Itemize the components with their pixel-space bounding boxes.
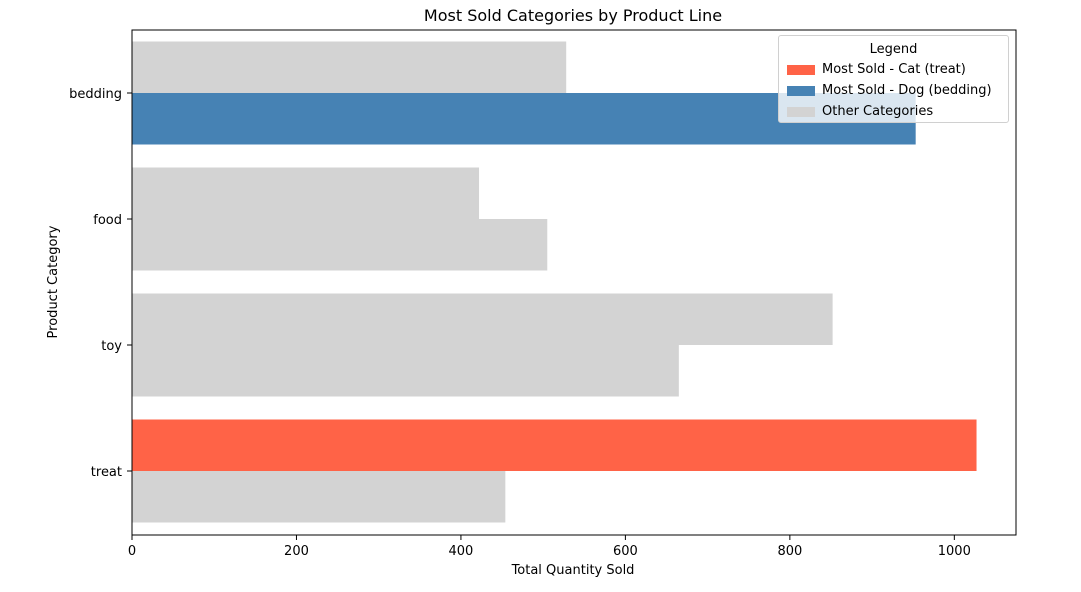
legend-label-dog: Most Sold - Dog (bedding): [822, 83, 992, 98]
bars-group: [132, 41, 977, 523]
chart-title: Most Sold Categories by Product Line: [424, 6, 722, 25]
legend-label-other: Other Categories: [822, 104, 934, 119]
y-axis-label: Product Category: [46, 225, 61, 338]
x-tick-label-0: 0: [128, 544, 136, 559]
legend-swatch-other: [787, 107, 815, 117]
y-tick-label-toy: toy: [101, 339, 122, 354]
x-tick-label-1000: 1000: [938, 544, 971, 559]
legend-swatch-cat: [787, 65, 815, 75]
bar-toy-a: [132, 293, 833, 345]
legend-label-cat: Most Sold - Cat (treat): [822, 62, 966, 77]
y-tick-label-treat: treat: [91, 465, 122, 480]
y-tick-label-bedding: bedding: [69, 87, 122, 102]
legend-item-cat: Most Sold - Cat (treat): [779, 59, 1008, 80]
legend-swatch-dog: [787, 86, 815, 96]
legend-item-other: Other Categories: [779, 101, 1008, 122]
x-tick-label-800: 800: [777, 544, 802, 559]
legend: Legend Most Sold - Cat (treat) Most Sold…: [778, 35, 1009, 123]
bar-treat-b: [132, 471, 506, 523]
bar-toy-b: [132, 345, 679, 397]
y-tick-label-food: food: [93, 213, 122, 228]
legend-title: Legend: [869, 42, 918, 57]
bar-treat-a: [132, 419, 977, 471]
legend-item-dog: Most Sold - Dog (bedding): [779, 80, 1008, 101]
bar-bedding-a: [132, 41, 567, 93]
x-tick-label-400: 400: [449, 544, 474, 559]
x-axis-label: Total Quantity Sold: [511, 563, 635, 578]
plot-frame: [131, 29, 1017, 536]
bar-food-b: [132, 219, 548, 271]
x-tick-label-600: 600: [613, 544, 638, 559]
bar-food-a: [132, 167, 480, 219]
x-tick-label-200: 200: [284, 544, 309, 559]
axes-group: 0 200 400 600 800 1000 bedding food toy treat: [69, 29, 1017, 559]
